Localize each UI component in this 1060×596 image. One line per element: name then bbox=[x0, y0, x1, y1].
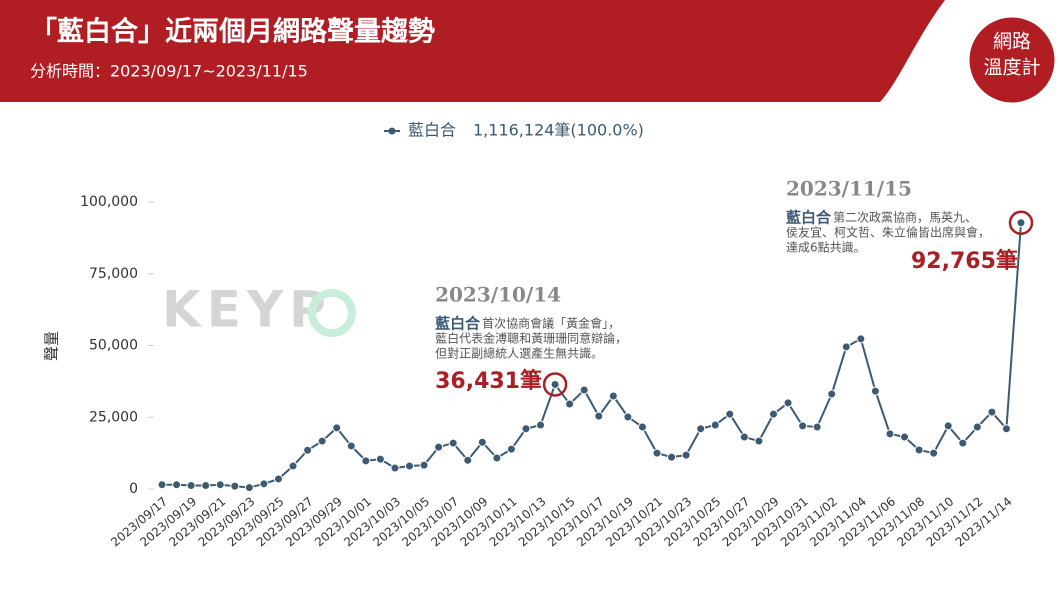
point bbox=[550, 379, 560, 389]
point bbox=[172, 480, 182, 490]
point bbox=[870, 386, 880, 396]
point bbox=[201, 481, 211, 491]
highlight-ring bbox=[542, 372, 568, 397]
highlight-ring bbox=[1008, 210, 1034, 236]
point bbox=[244, 483, 254, 493]
point bbox=[914, 445, 924, 455]
point bbox=[958, 438, 968, 448]
point bbox=[1001, 424, 1011, 434]
point bbox=[798, 421, 808, 431]
point bbox=[856, 334, 866, 344]
header-band bbox=[0, 0, 945, 102]
point bbox=[303, 445, 313, 455]
value-label: 92,765筆 bbox=[911, 248, 1018, 274]
point bbox=[841, 342, 851, 352]
point bbox=[812, 422, 822, 432]
point bbox=[768, 409, 778, 419]
point bbox=[608, 391, 618, 401]
point bbox=[827, 389, 837, 399]
point bbox=[565, 399, 575, 409]
point bbox=[637, 422, 647, 432]
point bbox=[929, 448, 939, 458]
point bbox=[157, 480, 167, 490]
annotation-text: 但對正副總統人選產生無共識。 bbox=[435, 346, 603, 361]
point bbox=[754, 436, 764, 446]
watermark: KEYP bbox=[162, 281, 356, 339]
y-tick-label: 0 bbox=[129, 481, 138, 497]
point bbox=[652, 448, 662, 458]
annotation-text: 侯友宜、柯文哲、朱立倫皆出席與會， bbox=[786, 225, 990, 240]
point bbox=[1016, 218, 1026, 228]
point bbox=[725, 409, 735, 419]
annotation-label: 藍白合 bbox=[786, 209, 832, 227]
point bbox=[346, 441, 356, 451]
point bbox=[710, 420, 720, 430]
point bbox=[375, 454, 385, 464]
annotation-date: 2023/11/15 bbox=[786, 177, 912, 201]
annotation-date: 2023/10/14 bbox=[435, 283, 561, 307]
point bbox=[434, 442, 444, 452]
legend-marker bbox=[388, 127, 396, 135]
point bbox=[186, 481, 196, 491]
annotation-label: 藍白合 bbox=[435, 315, 481, 333]
logo bbox=[966, 14, 1058, 106]
y-tick-label: 75,000 bbox=[89, 266, 138, 282]
point bbox=[332, 423, 342, 433]
point bbox=[448, 438, 458, 448]
value-label: 36,431筆 bbox=[435, 368, 542, 394]
point bbox=[739, 432, 749, 442]
point bbox=[579, 385, 589, 395]
point bbox=[885, 429, 895, 439]
annotation-text: 達成6點共識。 bbox=[786, 241, 866, 255]
title: 「藍白合」近兩個月網路聲量趨勢 bbox=[30, 16, 435, 48]
watermark-text: KEYP bbox=[162, 281, 332, 339]
point bbox=[361, 456, 371, 466]
point bbox=[259, 479, 269, 489]
point bbox=[273, 474, 283, 484]
point bbox=[492, 453, 502, 463]
point bbox=[506, 444, 516, 454]
point bbox=[900, 432, 910, 442]
y-tick-label: 50,000 bbox=[89, 338, 138, 354]
y-tick-label: 25,000 bbox=[89, 409, 138, 425]
point bbox=[783, 398, 793, 408]
point bbox=[943, 421, 953, 431]
point bbox=[477, 437, 487, 447]
watermark-icon bbox=[308, 289, 356, 337]
point bbox=[667, 452, 677, 462]
y-tick-label: 100,000 bbox=[80, 194, 138, 210]
point bbox=[390, 463, 400, 473]
point bbox=[594, 411, 604, 421]
logo-text: 網路 bbox=[993, 31, 1031, 53]
point bbox=[681, 450, 691, 460]
point bbox=[419, 460, 429, 470]
point bbox=[536, 420, 546, 430]
annotation-text: 第二次政黨協商，馬英九、 bbox=[833, 210, 977, 225]
point bbox=[317, 436, 327, 446]
point bbox=[696, 424, 706, 434]
point bbox=[463, 455, 473, 465]
legend-label: 藍白合 bbox=[408, 121, 456, 140]
point bbox=[972, 422, 982, 432]
point bbox=[521, 424, 531, 434]
point bbox=[288, 461, 298, 471]
legend-total: 1,116,124筆(100.0%) bbox=[473, 121, 644, 140]
point bbox=[987, 407, 997, 417]
y-axis-label: 聲量 bbox=[43, 331, 61, 361]
point bbox=[405, 461, 415, 471]
annotation-text: 藍白代表金溥聰和黃珊珊同意辯論， bbox=[435, 331, 627, 346]
point bbox=[215, 480, 225, 490]
annotation-text: 首次協商會議「黃金會」， bbox=[482, 316, 620, 331]
point bbox=[230, 481, 240, 491]
logo-text: 溫度計 bbox=[983, 57, 1040, 79]
point bbox=[623, 412, 633, 422]
subtitle: 分析時間：2023/09/17~2023/11/15 bbox=[30, 62, 308, 81]
